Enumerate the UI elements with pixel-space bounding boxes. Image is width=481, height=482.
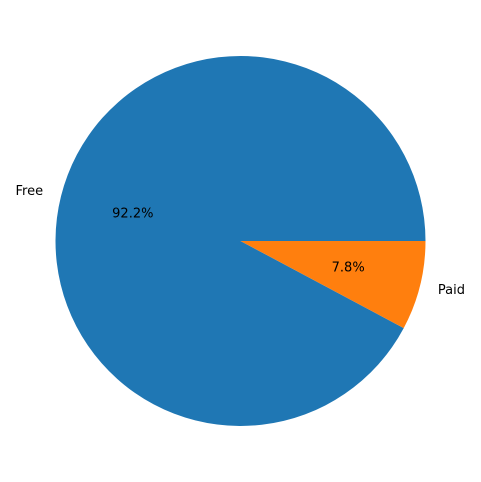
category-label-free: Free xyxy=(15,184,43,199)
percent-label-paid: 7.8% xyxy=(332,260,365,275)
pie-slices xyxy=(55,56,426,427)
pie-slice-paid xyxy=(240,241,426,329)
category-label-paid: Paid xyxy=(438,283,465,298)
pie-slice-free xyxy=(55,56,426,427)
pie-labels: 92.2% Free 7.8% Paid xyxy=(15,184,465,298)
percent-label-free: 92.2% xyxy=(112,207,153,222)
